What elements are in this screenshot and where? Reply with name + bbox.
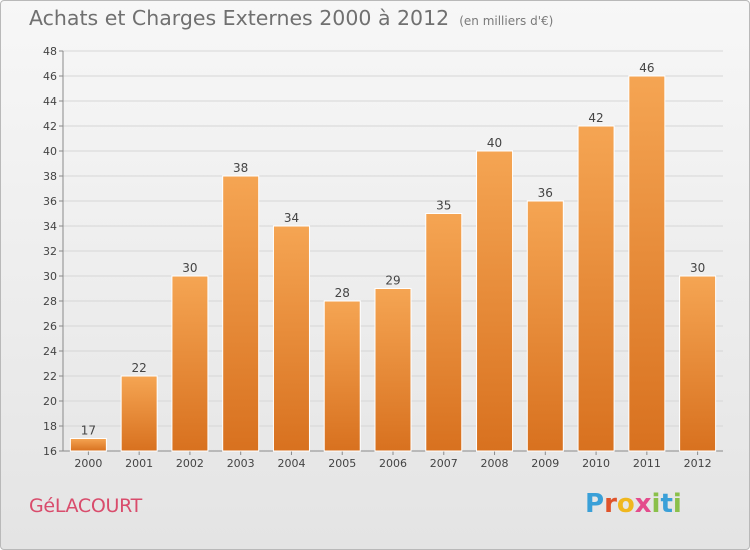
x-tick-label: 2012 bbox=[684, 457, 712, 470]
y-tick-label: 30 bbox=[43, 270, 57, 283]
data-label: 17 bbox=[81, 424, 96, 438]
y-tick-label: 40 bbox=[43, 145, 57, 158]
data-label: 36 bbox=[538, 186, 553, 200]
y-tick-label: 34 bbox=[43, 220, 57, 233]
logo-letter: o bbox=[616, 489, 635, 519]
data-label: 46 bbox=[639, 61, 654, 75]
title-row: Achats et Charges Externes 2000 à 2012 (e… bbox=[29, 6, 553, 30]
x-tick-label: 2002 bbox=[176, 457, 204, 470]
bar bbox=[679, 275, 717, 452]
logo-letter: i bbox=[651, 489, 661, 519]
commune-name: GéLACOURT bbox=[29, 495, 142, 517]
y-tick-label: 28 bbox=[43, 295, 57, 308]
y-tick-label: 38 bbox=[43, 170, 57, 183]
x-tick-label: 2008 bbox=[481, 457, 509, 470]
logo-letter: P bbox=[585, 489, 605, 519]
y-tick-label: 16 bbox=[43, 445, 57, 458]
logo-letter: x bbox=[634, 489, 652, 519]
y-tick-label: 48 bbox=[43, 45, 57, 58]
bar bbox=[120, 375, 158, 452]
data-label: 38 bbox=[233, 161, 248, 175]
y-tick-label: 22 bbox=[43, 370, 57, 383]
data-label: 30 bbox=[182, 261, 197, 275]
bar bbox=[374, 288, 412, 452]
bar bbox=[577, 125, 615, 452]
x-tick-label: 2001 bbox=[125, 457, 153, 470]
y-tick-label: 20 bbox=[43, 395, 57, 408]
y-tick-label: 44 bbox=[43, 95, 57, 108]
chart-title: Achats et Charges Externes 2000 à 2012 bbox=[29, 6, 450, 30]
y-tick-label: 24 bbox=[43, 345, 57, 358]
y-tick-label: 36 bbox=[43, 195, 57, 208]
bar bbox=[526, 200, 564, 452]
data-label: 30 bbox=[690, 261, 705, 275]
bar bbox=[222, 175, 260, 452]
y-tick-label: 18 bbox=[43, 420, 57, 433]
logo-letter: i bbox=[672, 489, 682, 519]
data-label: 40 bbox=[487, 136, 502, 150]
data-label: 34 bbox=[284, 211, 299, 225]
x-tick-label: 2000 bbox=[74, 457, 102, 470]
bar bbox=[425, 213, 463, 452]
x-tick-label: 2007 bbox=[430, 457, 458, 470]
y-tick-label: 46 bbox=[43, 70, 57, 83]
data-label: 35 bbox=[436, 199, 451, 213]
y-tick-label: 26 bbox=[43, 320, 57, 333]
bars bbox=[69, 75, 717, 452]
x-tick-label: 2004 bbox=[277, 457, 305, 470]
bar bbox=[628, 75, 666, 452]
bar bbox=[272, 225, 310, 452]
x-tick-label: 2010 bbox=[582, 457, 610, 470]
proxiti-logo[interactable]: Proxiti bbox=[585, 489, 682, 519]
x-tick-label: 2003 bbox=[227, 457, 255, 470]
y-tick-label: 42 bbox=[43, 120, 57, 133]
y-tick-label: 32 bbox=[43, 245, 57, 258]
logo-letter: t bbox=[660, 489, 673, 519]
x-tick-label: 2006 bbox=[379, 457, 407, 470]
data-labels: 17 22 30 38 34 28 29 35 40 36 42 46 30 bbox=[81, 61, 706, 438]
data-label: 22 bbox=[132, 361, 147, 375]
x-tick-label: 2005 bbox=[328, 457, 356, 470]
logo-letter: r bbox=[604, 489, 617, 519]
data-label: 29 bbox=[385, 274, 400, 288]
bar bbox=[171, 275, 209, 452]
bar bbox=[476, 150, 514, 452]
chart-subtitle: (en milliers d'€) bbox=[459, 14, 554, 28]
bar bbox=[323, 300, 361, 452]
data-label: 42 bbox=[588, 111, 603, 125]
bar bbox=[69, 438, 107, 452]
x-tick-label: 2009 bbox=[531, 457, 559, 470]
x-tick-label: 2011 bbox=[633, 457, 661, 470]
data-label: 28 bbox=[335, 286, 350, 300]
